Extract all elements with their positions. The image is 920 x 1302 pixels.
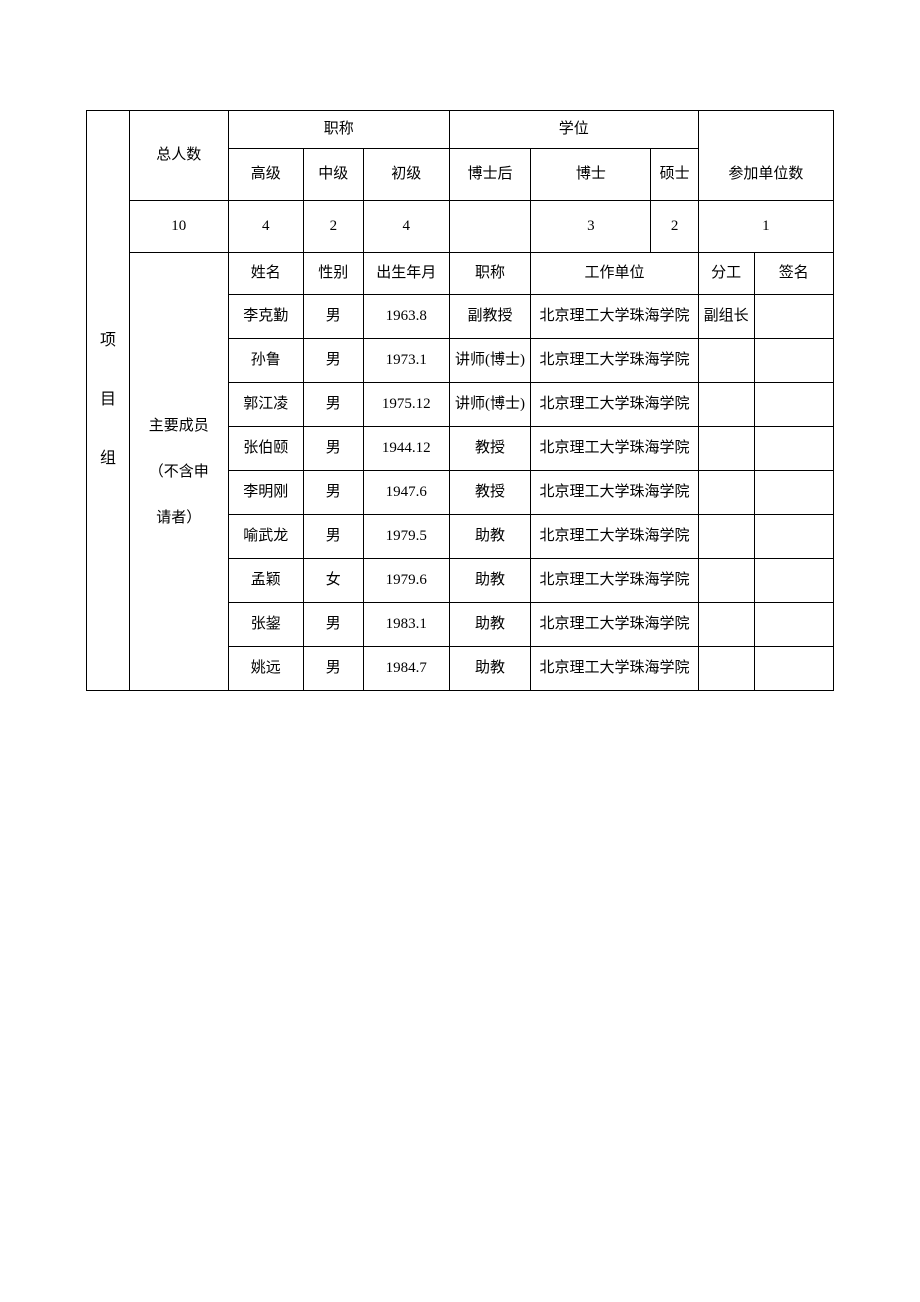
member-header-workplace: 工作单位 [531,253,698,295]
member-birth: 1973.1 [363,339,449,383]
member-header-role: 分工 [698,253,754,295]
member-name: 郭江凌 [228,383,303,427]
subheader-chuji: 初级 [363,149,449,201]
member-header-signature: 签名 [754,253,833,295]
member-gender: 男 [303,427,363,471]
member-name: 李克勤 [228,295,303,339]
member-birth: 1983.1 [363,603,449,647]
member-name: 张鋆 [228,603,303,647]
count-boshihou [449,201,531,253]
member-birth: 1979.5 [363,515,449,559]
member-workplace: 北京理工大学珠海学院 [531,515,698,559]
member-birth: 1963.8 [363,295,449,339]
sidebar-char-3: 组 [90,449,126,470]
member-role [698,383,754,427]
member-signature [754,427,833,471]
member-workplace: 北京理工大学珠海学院 [531,647,698,691]
member-signature [754,559,833,603]
member-workplace: 北京理工大学珠海学院 [531,383,698,427]
member-role [698,515,754,559]
member-workplace: 北京理工大学珠海学院 [531,603,698,647]
member-title: 教授 [449,427,531,471]
member-title: 助教 [449,647,531,691]
member-gender: 男 [303,603,363,647]
count-shuoshi: 2 [651,201,698,253]
member-title: 助教 [449,603,531,647]
members-label-line1: 主要成员 [133,414,225,438]
member-title: 教授 [449,471,531,515]
member-gender: 男 [303,295,363,339]
count-total: 10 [129,201,228,253]
members-label: 主要成员 （不含申 请者） [129,253,228,691]
member-signature [754,647,833,691]
total-people-label: 总人数 [129,111,228,201]
subheader-zhongji: 中级 [303,149,363,201]
member-workplace: 北京理工大学珠海学院 [531,471,698,515]
member-signature [754,339,833,383]
member-header-title: 职称 [449,253,531,295]
member-title: 助教 [449,559,531,603]
member-name: 李明刚 [228,471,303,515]
subheader-boshihou: 博士后 [449,149,531,201]
member-header-name: 姓名 [228,253,303,295]
participating-units-top [698,111,833,149]
member-signature [754,295,833,339]
member-birth: 1944.12 [363,427,449,471]
member-birth: 1984.7 [363,647,449,691]
member-title: 讲师(博士) [449,383,531,427]
count-canjia: 1 [698,201,833,253]
member-role [698,339,754,383]
member-signature [754,383,833,427]
title-group-zhicheng: 职称 [228,111,449,149]
member-title: 副教授 [449,295,531,339]
sidebar-label: 项 目 组 [87,111,130,691]
member-role [698,471,754,515]
member-name: 孙鲁 [228,339,303,383]
count-boshi: 3 [531,201,651,253]
member-birth: 1979.6 [363,559,449,603]
title-group-xuewei: 学位 [449,111,698,149]
count-zhongji: 2 [303,201,363,253]
member-title: 讲师(博士) [449,339,531,383]
subheader-boshi: 博士 [531,149,651,201]
member-role [698,427,754,471]
member-gender: 男 [303,339,363,383]
member-birth: 1947.6 [363,471,449,515]
member-workplace: 北京理工大学珠海学院 [531,559,698,603]
member-name: 喻武龙 [228,515,303,559]
member-birth: 1975.12 [363,383,449,427]
sidebar-char-2: 目 [90,390,126,411]
member-signature [754,515,833,559]
member-gender: 男 [303,471,363,515]
member-role [698,647,754,691]
member-gender: 男 [303,647,363,691]
member-workplace: 北京理工大学珠海学院 [531,295,698,339]
member-role: 副组长 [698,295,754,339]
count-chuji: 4 [363,201,449,253]
member-header-birth: 出生年月 [363,253,449,295]
member-signature [754,471,833,515]
project-team-table: 项 目 组 总人数 职称 学位 高级 中级 初级 博士后 博士 硕士 参加单位数… [86,110,834,691]
member-gender: 男 [303,515,363,559]
sidebar-char-1: 项 [90,331,126,352]
member-role [698,603,754,647]
member-role [698,559,754,603]
member-name: 张伯颐 [228,427,303,471]
member-signature [754,603,833,647]
subheader-shuoshi: 硕士 [651,149,698,201]
member-workplace: 北京理工大学珠海学院 [531,427,698,471]
count-gaoji: 4 [228,201,303,253]
member-title: 助教 [449,515,531,559]
members-label-line3: 请者） [133,506,225,530]
member-gender: 女 [303,559,363,603]
member-name: 姚远 [228,647,303,691]
member-header-gender: 性别 [303,253,363,295]
members-label-line2: （不含申 [133,460,225,484]
subheader-gaoji: 高级 [228,149,303,201]
member-name: 孟颖 [228,559,303,603]
member-workplace: 北京理工大学珠海学院 [531,339,698,383]
member-gender: 男 [303,383,363,427]
subheader-canjia: 参加单位数 [698,149,833,201]
